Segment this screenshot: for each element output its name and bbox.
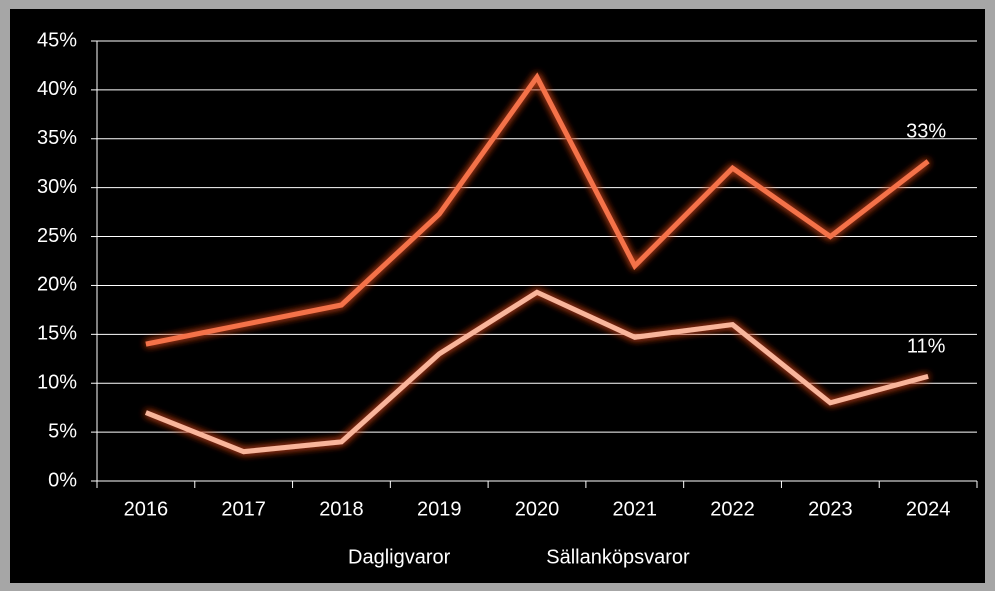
background: [10, 9, 985, 583]
y-tick-label: 0%: [48, 469, 77, 491]
y-tick-label: 30%: [37, 176, 77, 198]
series-line: [145, 72, 930, 347]
x-tick-label: 2021: [613, 498, 658, 520]
x-tick-label: 2018: [319, 498, 364, 520]
y-tick-label: 15%: [37, 323, 77, 345]
x-tick-label: 2023: [808, 498, 853, 520]
y-tick-label: 20%: [37, 274, 77, 296]
y-tick-label: 5%: [48, 420, 77, 442]
x-tick-label: 2022: [710, 498, 755, 520]
y-tick-label: 45%: [37, 29, 77, 51]
y-tick-label: 25%: [37, 225, 77, 247]
y-tick-label: 35%: [37, 127, 77, 149]
x-tick-label: 2017: [221, 498, 266, 520]
series-line: [144, 289, 929, 455]
legend-label: Dagligvaror: [348, 546, 451, 568]
x-tick-label: 2019: [417, 498, 462, 520]
x-tick-label: 2024: [906, 498, 951, 520]
data-label: 33%: [906, 121, 946, 143]
data-label: 11%: [907, 336, 946, 358]
y-tick-label: 40%: [37, 78, 77, 100]
y-tick-label: 10%: [37, 372, 77, 394]
legend-label: Sällanköpsvaror: [546, 546, 690, 568]
x-tick-label: 2020: [515, 498, 560, 520]
x-tick-label: 2016: [124, 498, 169, 520]
